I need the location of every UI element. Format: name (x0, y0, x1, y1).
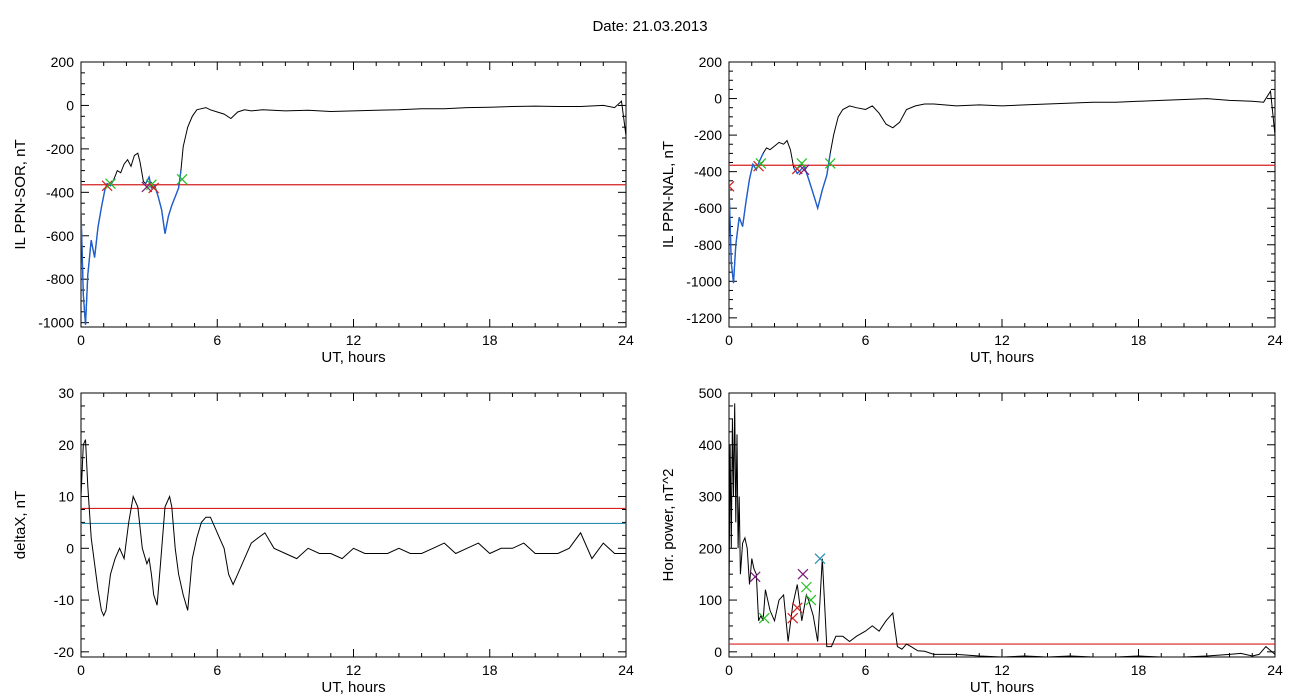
y-tick-label: -600 (46, 228, 74, 244)
x-tick-label: 0 (725, 332, 733, 348)
y-axis-label: deltaX, nT (12, 491, 29, 559)
plot-area (729, 403, 1275, 657)
y-tick-label: -200 (694, 127, 722, 143)
x-marker (805, 594, 817, 606)
y-tick-label: -400 (694, 164, 722, 180)
y-tick-label: -1200 (686, 310, 722, 326)
x-marker (755, 158, 767, 169)
x-tick-label: 12 (994, 662, 1010, 678)
x-tick-label: 24 (618, 662, 634, 678)
y-tick-label: 30 (58, 385, 74, 401)
y-tick-label: 300 (699, 489, 723, 505)
y-axis-label: IL PPN-NAL, nT (660, 141, 677, 248)
x-axis-label: UT, hours (970, 349, 1034, 366)
x-marker (797, 568, 809, 580)
x-axis-label: UT, hours (321, 679, 385, 696)
x-marker (145, 179, 157, 191)
y-tick-label: 0 (714, 644, 722, 660)
series-line (729, 403, 1275, 657)
y-tick-label: 100 (699, 592, 723, 608)
x-marker (824, 158, 836, 169)
x-tick-label: 0 (77, 332, 85, 348)
y-tick-label: -10 (54, 592, 74, 608)
x-marker (787, 612, 799, 624)
plot-frame (728, 392, 1276, 658)
y-tick-label: -1000 (38, 315, 74, 331)
x-marker (814, 553, 826, 565)
x-tick-label: 24 (1267, 662, 1283, 678)
y-tick-label: 500 (699, 385, 723, 401)
x-axis-label: UT, hours (970, 679, 1034, 696)
highlight-segment (145, 170, 182, 234)
x-tick-label: 18 (1131, 662, 1147, 678)
x-tick-label: 24 (618, 332, 634, 348)
x-tick-label: 18 (1131, 332, 1147, 348)
x-tick-label: 12 (346, 662, 362, 678)
y-tick-label: -600 (694, 200, 722, 216)
x-tick-label: 18 (482, 332, 498, 348)
x-tick-label: 6 (213, 332, 221, 348)
x-tick-label: 6 (213, 662, 221, 678)
highlight-segment (81, 178, 115, 325)
x-marker (148, 182, 160, 194)
plot-area (81, 439, 626, 617)
y-tick-label: 20 (58, 437, 74, 453)
plot-area (81, 100, 626, 325)
x-tick-label: 0 (725, 662, 733, 678)
x-tick-label: 12 (994, 332, 1010, 348)
x-axis-label: UT, hours (321, 349, 385, 366)
y-tick-label: 400 (699, 437, 723, 453)
x-tick-label: 6 (862, 332, 870, 348)
x-marker (749, 571, 761, 583)
y-tick-label: -800 (694, 237, 722, 253)
x-tick-label: 6 (862, 662, 870, 678)
y-axis-label: IL PPN-SOR, nT (12, 139, 29, 249)
x-tick-label: 12 (346, 332, 362, 348)
x-marker (800, 581, 812, 593)
y-tick-label: 0 (66, 540, 74, 556)
series-line (81, 439, 626, 617)
y-tick-label: 200 (699, 54, 723, 70)
y-tick-label: -200 (46, 141, 74, 157)
x-marker (101, 180, 113, 192)
x-marker (729, 180, 735, 192)
highlight-segment (793, 153, 831, 211)
y-tick-label: -20 (54, 644, 74, 660)
x-marker (791, 602, 803, 614)
x-tick-label: 0 (77, 662, 85, 678)
x-tick-label: 18 (482, 662, 498, 678)
plot-area (729, 89, 1275, 284)
x-marker (758, 612, 770, 624)
y-tick-label: -1000 (686, 273, 722, 289)
x-marker (796, 158, 808, 169)
x-marker (798, 164, 810, 176)
y-tick-label: -800 (46, 271, 74, 287)
y-tick-label: 200 (51, 54, 75, 70)
y-tick-label: 0 (714, 91, 722, 107)
y-tick-label: 0 (66, 97, 74, 113)
x-marker (176, 173, 188, 185)
y-axis-label: Hor. power, nT^2 (660, 469, 677, 582)
y-tick-label: 10 (58, 489, 74, 505)
y-tick-label: 200 (699, 540, 723, 556)
x-marker (105, 178, 116, 190)
y-tick-label: -400 (46, 184, 74, 200)
figure-title: Date: 21.03.2013 (592, 18, 708, 35)
x-tick-label: 24 (1267, 332, 1283, 348)
